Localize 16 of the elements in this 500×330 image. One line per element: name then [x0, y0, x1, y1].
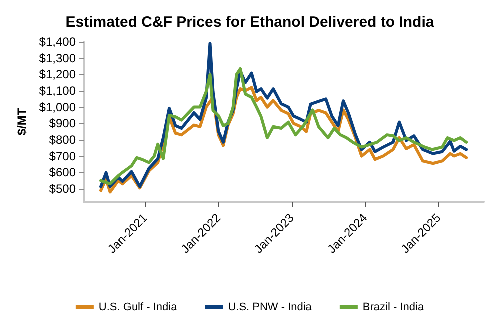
chart-title: Estimated C&F Prices for Ethanol Delivered to India: [66, 14, 435, 31]
y-tick-label: $1,000: [39, 100, 76, 114]
y-axis-title: $/MT: [15, 108, 29, 136]
legend-label: U.S. Gulf - India: [98, 302, 178, 314]
y-tick-label: $500: [49, 182, 76, 196]
y-tick-label: $1,300: [39, 51, 76, 66]
legend-label: U.S. PNW - India: [228, 302, 313, 314]
y-tick-label: $1,400: [39, 35, 76, 49]
line-series: [100, 67, 468, 186]
y-tick-label: $1,200: [39, 68, 76, 82]
y-tick-label: $900: [49, 116, 76, 131]
y-tick-label: $1,100: [39, 84, 76, 98]
y-tick-label: $800: [49, 132, 76, 147]
y-tick-label: $600: [49, 166, 76, 180]
legend-label: Brazil - India: [362, 302, 425, 314]
y-tick-label: $700: [49, 149, 76, 164]
